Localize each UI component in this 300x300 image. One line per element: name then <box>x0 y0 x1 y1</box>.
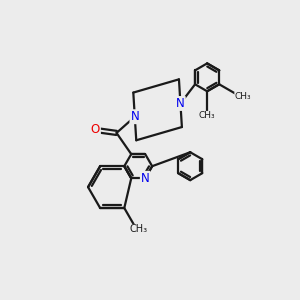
Text: O: O <box>91 124 100 136</box>
Text: CH₃: CH₃ <box>199 111 215 120</box>
Text: CH₃: CH₃ <box>129 224 147 234</box>
Text: N: N <box>130 110 139 123</box>
Text: N: N <box>176 97 185 110</box>
Text: CH₃: CH₃ <box>235 92 251 101</box>
Text: N: N <box>141 172 150 185</box>
